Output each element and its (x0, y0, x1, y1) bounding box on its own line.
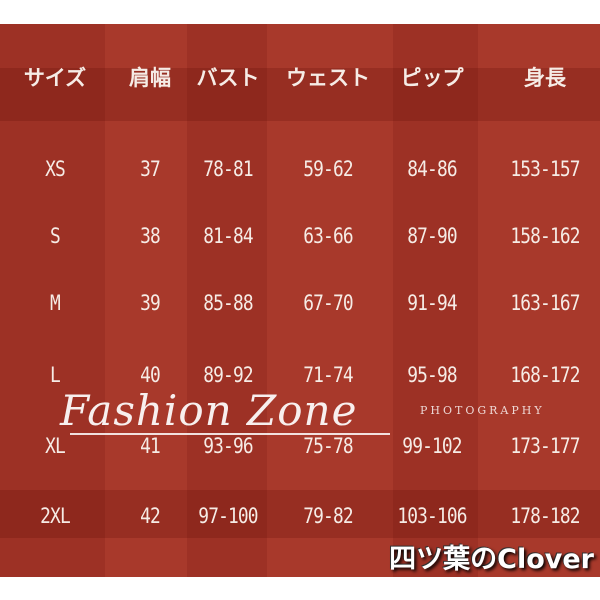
table-cell: 153-157 (510, 157, 580, 181)
table-cell: 173-177 (510, 434, 580, 458)
table-cell: 103-106 (397, 504, 467, 528)
column-header: バスト (196, 66, 260, 90)
table-cell: 85-88 (203, 291, 253, 315)
column-shade (187, 24, 267, 577)
row-band (0, 490, 600, 538)
size-label: 2XL (40, 504, 71, 528)
table-cell: 59-62 (303, 157, 353, 181)
table-cell: 40 (140, 363, 161, 387)
header-band (0, 68, 600, 121)
size-label: L (50, 363, 61, 387)
table-cell: 163-167 (510, 291, 580, 315)
size-label: M (50, 291, 61, 315)
table-cell: 37 (140, 157, 161, 181)
column-header: 肩幅 (129, 66, 171, 90)
column-header: ウェスト (286, 66, 370, 90)
watermark-underline (70, 433, 390, 435)
table-cell: 81-84 (203, 224, 253, 248)
table-cell: 63-66 (303, 224, 353, 248)
table-cell: 158-162 (510, 224, 580, 248)
size-label: XS (45, 157, 66, 181)
table-cell: 91-94 (407, 291, 457, 315)
table-cell: 87-90 (407, 224, 457, 248)
table-cell: 78-81 (203, 157, 253, 181)
size-chart (0, 24, 600, 577)
table-cell: 42 (140, 504, 161, 528)
table-cell: 41 (140, 434, 161, 458)
table-cell: 168-172 (510, 363, 580, 387)
table-cell: 38 (140, 224, 161, 248)
column-header: 身長 (524, 66, 566, 90)
size-label: S (50, 224, 61, 248)
table-cell: 97-100 (198, 504, 258, 528)
column-header: ピップ (400, 66, 464, 90)
watermark-subtitle: PHOTOGRAPHY (420, 404, 545, 417)
watermark-logo: Fashion Zone (60, 386, 358, 435)
table-cell: 79-82 (303, 504, 353, 528)
column-header: サイズ (23, 66, 87, 90)
table-cell: 71-74 (303, 363, 353, 387)
column-shade (0, 24, 105, 577)
table-cell: 89-92 (203, 363, 253, 387)
brand-watermark: 四ツ葉のClover (389, 544, 594, 575)
table-cell: 39 (140, 291, 161, 315)
table-cell: 93-96 (203, 434, 253, 458)
column-shade (393, 24, 478, 577)
table-cell: 67-70 (303, 291, 353, 315)
table-cell: 178-182 (510, 504, 580, 528)
table-cell: 84-86 (407, 157, 457, 181)
table-cell: 95-98 (407, 363, 457, 387)
table-cell: 99-102 (402, 434, 462, 458)
table-cell: 75-78 (303, 434, 353, 458)
size-label: XL (45, 434, 66, 458)
